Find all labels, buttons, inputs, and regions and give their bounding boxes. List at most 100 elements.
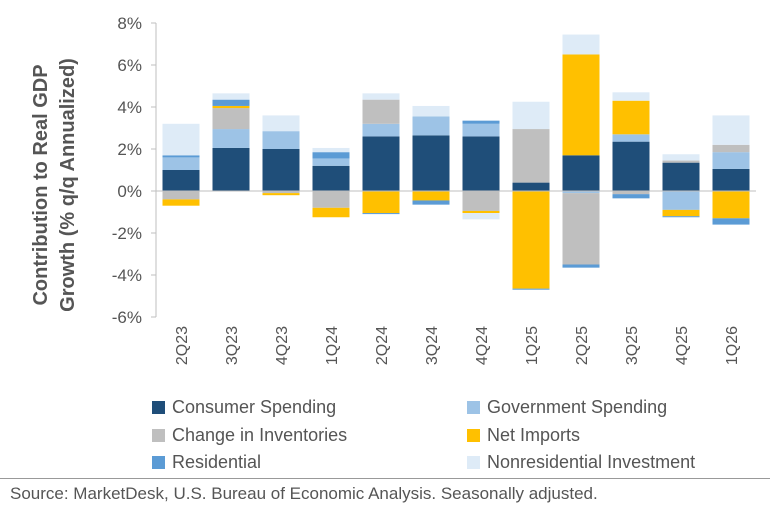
bar-segment: [362, 213, 400, 215]
bar-segment: [312, 152, 350, 159]
legend-swatch: [152, 401, 165, 414]
bar-segment: [312, 191, 350, 208]
bar-segment: [512, 191, 550, 289]
legend-item-government-spending: Government Spending: [467, 397, 667, 418]
legend-item-change-in-inventories: Change in Inventories: [152, 425, 347, 446]
bar-segment: [412, 135, 450, 191]
x-tick-label: 3Q23: [224, 326, 241, 365]
bar-segment: [562, 193, 600, 265]
y-tick-label: 0%: [117, 182, 142, 201]
bar-segment: [262, 191, 300, 194]
bar-segment: [362, 99, 400, 124]
legend-label: Government Spending: [487, 397, 668, 417]
x-axis-labels: 2Q23 3Q23 4Q23 1Q24 2Q24 3Q24 4Q24 1Q25 2Q25 3Q25…: [174, 326, 741, 365]
y-tick-label: -6%: [112, 308, 142, 327]
bar-segment: [162, 170, 200, 191]
x-tick-label: 1Q25: [524, 326, 541, 365]
bar-segment: [562, 34, 600, 55]
bar-segment: [462, 136, 500, 191]
bar-segment: [612, 141, 650, 191]
bar-segment: [712, 168, 750, 191]
bar-segment: [512, 129, 550, 183]
bar-segment: [712, 115, 750, 145]
legend-swatch: [467, 401, 480, 414]
bar-segment: [412, 200, 450, 205]
bar-segment: [362, 136, 400, 191]
bars-layer: [162, 34, 750, 290]
bar-segment: [612, 92, 650, 101]
legend-item-consumer-spending: Consumer Spending: [152, 397, 336, 418]
bar-segment: [562, 155, 600, 191]
bar-segment: [612, 191, 650, 195]
bar-segment: [712, 144, 750, 153]
bar-segment: [462, 191, 500, 211]
bar-segment: [162, 123, 200, 156]
bar-segment: [312, 158, 350, 166]
bar-segment: [662, 162, 700, 191]
legend-label: Change in Inventories: [172, 425, 348, 445]
bar-segment: [262, 149, 300, 191]
legend-item-net-imports: Net Imports: [467, 425, 580, 446]
legend-label: Nonresidential Investment: [487, 452, 696, 472]
bar-segment: [212, 147, 250, 191]
x-tick-label: 2Q25: [574, 326, 591, 365]
bar-segment: [462, 213, 500, 220]
x-tick-label: 3Q24: [424, 326, 441, 365]
y-tick-label: 2%: [117, 140, 142, 159]
bar-segment: [712, 152, 750, 169]
x-tick-label: 1Q26: [724, 326, 741, 365]
bar-segment: [712, 191, 750, 219]
bar-segment: [512, 182, 550, 191]
footer-divider: [0, 478, 770, 479]
bar-segment: [662, 160, 700, 163]
x-tick-label: 3Q25: [624, 326, 641, 365]
bar-segment: [212, 93, 250, 100]
bar-segment: [312, 147, 350, 153]
bar-segment: [662, 154, 700, 161]
bar-segment: [512, 101, 550, 130]
bar-segment: [262, 193, 300, 196]
bar-segment: [312, 165, 350, 191]
bar-segment: [212, 99, 250, 106]
legend-item-nonresidential-investment: Nonresidential Investment: [467, 452, 695, 473]
bar-segment: [412, 116, 450, 136]
bar-segment: [212, 108, 250, 130]
bar-segment: [662, 191, 700, 210]
legend-label: Consumer Spending: [172, 397, 337, 417]
bar-segment: [662, 209, 700, 217]
bar-segment: [662, 216, 700, 218]
y-axis-title-line2: Growth (% q/q Annualized): [57, 58, 79, 312]
legend-swatch: [467, 429, 480, 442]
bar-segment: [512, 288, 550, 290]
y-tick-label: 8%: [117, 14, 142, 33]
bar-segment: [462, 123, 500, 137]
x-tick-label: 2Q24: [374, 326, 391, 365]
legend-swatch: [152, 456, 165, 469]
bar-segment: [362, 93, 400, 100]
legend-label: Residential: [172, 452, 262, 472]
y-axis-title-line1: Contribution to Real GDP: [30, 64, 52, 305]
source-note: Source: MarketDesk, U.S. Bureau of Econo…: [10, 484, 598, 503]
bar-segment: [162, 157, 200, 170]
bar-segment: [412, 191, 450, 201]
bar-segment: [162, 199, 200, 206]
bar-segment: [262, 115, 300, 132]
y-tick-label: 4%: [117, 98, 142, 117]
y-tick-label: -4%: [112, 266, 142, 285]
bar-segment: [712, 218, 750, 225]
bar-segment: [262, 131, 300, 149]
bar-segment: [612, 194, 650, 199]
bar-segment: [312, 207, 350, 218]
bar-segment: [162, 155, 200, 158]
bar-segment: [462, 210, 500, 214]
bar-segment: [212, 105, 250, 109]
stacked-bar-chart: Contribution to Real GDP Growth (% q/q A…: [30, 14, 756, 365]
y-axis-ticks: 8% 6% 4% 2% 0% -2% -4% -6%: [112, 14, 156, 327]
y-axis-title: Contribution to Real GDP Growth (% q/q A…: [30, 58, 79, 312]
bar-segment: [212, 129, 250, 148]
bar-segment: [362, 191, 400, 214]
bar-segment: [562, 264, 600, 268]
bar-segment: [562, 191, 600, 194]
bar-segment: [462, 120, 500, 124]
x-tick-label: 1Q24: [324, 326, 341, 365]
